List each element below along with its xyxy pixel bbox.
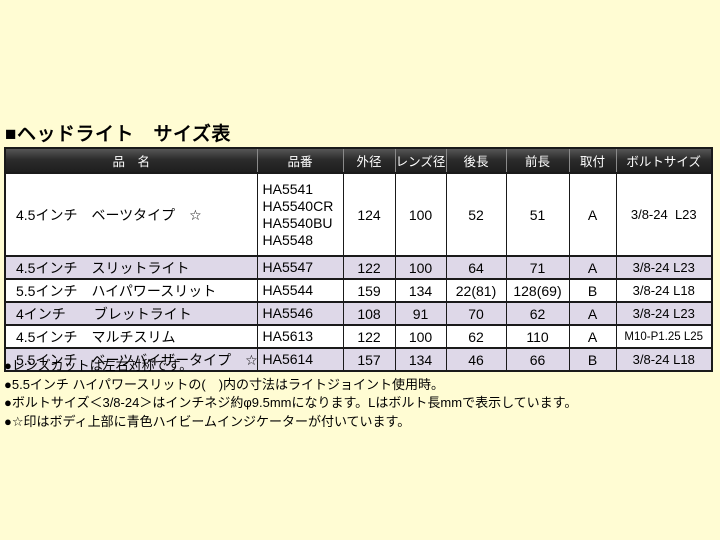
outer-diameter-cell: 159 [342, 278, 396, 303]
header-row: 品 名 品番 外径 レンズ径 後長 前長 取付 ボルトサイズ [4, 148, 712, 173]
bolt-size-cell: 3/8-24 L23 [615, 255, 713, 280]
front-length-cell: 128(69) [505, 278, 570, 303]
part-number-line: HA5541 [262, 180, 314, 197]
bolt-size-cell: 3/8-24 L23 [615, 172, 713, 257]
rear-length-cell: 22(81) [445, 278, 507, 303]
outer-diameter-cell: 124 [342, 172, 396, 257]
part-number-line: HA5540CR [262, 197, 334, 214]
front-length-cell: 71 [505, 255, 570, 280]
product-name-cell: 4.5インチ スリットライト [4, 255, 258, 280]
mount-type-cell: A [568, 301, 617, 326]
bolt-size-cell: 3/8-24 L18 [615, 278, 713, 303]
product-name-cell: 4.5インチ マルチスリム [4, 324, 258, 349]
outer-diameter-cell: 157 [342, 347, 396, 372]
col-header-rear-length: 後長 [445, 148, 506, 173]
rear-length-cell: 62 [445, 324, 507, 349]
footnote-line: ●5.5インチ ハイパワースリットの( )内の寸法はライトジョイント使用時。 [4, 376, 445, 392]
part-number-line: HA5548 [262, 231, 314, 248]
product-name-cell: 4インチ ブレットライト [4, 301, 258, 326]
footnotes: ●レンズカットは左右対称です。 ●5.5インチ ハイパワースリットの( )内の寸… [4, 357, 577, 431]
lens-diameter-cell: 134 [394, 278, 447, 303]
outer-diameter-cell: 122 [342, 324, 396, 349]
mount-type-cell: A [568, 255, 617, 280]
lens-diameter-cell: 100 [394, 172, 447, 257]
part-number-cell: HA5614 [256, 347, 344, 372]
footnote-line: ●☆印はボディ上部に青色ハイビームインジケーターが付いています。 [4, 413, 411, 429]
product-name-cell: 4.5インチ ベーツタイプ ☆ [4, 172, 258, 257]
col-header-front-length: 前長 [505, 148, 569, 173]
mount-type-cell: A [568, 324, 617, 349]
col-header-mount: 取付 [568, 148, 616, 173]
bolt-size-cell: M10-P1.25 L25 [615, 324, 713, 349]
table-row: 5.5インチ ベーツバイザータイプ ☆ HA5614 157 134 46 66… [4, 347, 713, 372]
col-header-bolt-size: ボルトサイズ [615, 148, 712, 173]
table-row: 4.5インチ マルチスリム HA5613 122 100 62 110 A M1… [4, 324, 713, 349]
bolt-size-cell: 3/8-24 L18 [615, 347, 713, 372]
footnote-line: ●レンズカットは左右対称です。 [4, 358, 193, 373]
part-number-line: HA5540BU [262, 214, 333, 231]
rear-length-cell: 70 [445, 301, 507, 326]
col-header-lens-diameter: レンズ径 [394, 148, 446, 173]
headlight-size-table: 品 名 品番 外径 レンズ径 後長 前長 取付 ボルトサイズ 4.5インチ ベー… [4, 147, 713, 372]
rear-length-cell: 52 [445, 172, 507, 257]
product-name-cell: 5.5インチ ハイパワースリット [4, 278, 258, 303]
bolt-size-cell: 3/8-24 L23 [615, 301, 713, 326]
part-number-cell: HA5613 [256, 324, 344, 349]
front-length-cell: 51 [505, 172, 570, 257]
col-header-outer-diameter: 外径 [342, 148, 395, 173]
rear-length-cell: 64 [445, 255, 507, 280]
mount-type-cell: B [568, 347, 617, 372]
outer-diameter-cell: 108 [342, 301, 396, 326]
lens-diameter-cell: 100 [394, 255, 447, 280]
table-row: 4インチ ブレットライト HA5546 108 91 70 62 A 3/8-2… [4, 301, 713, 326]
table-row: 5.5インチ ハイパワースリット HA5544 159 134 22(81) 1… [4, 278, 713, 303]
part-number-cell: HA5541 HA5540CR HA5540BU HA5548 [256, 172, 344, 257]
page-title: ■ヘッドライト サイズ表 [5, 124, 231, 145]
col-header-name: 品 名 [4, 148, 257, 173]
front-length-cell: 66 [505, 347, 570, 372]
outer-diameter-cell: 122 [342, 255, 396, 280]
col-header-part-number: 品番 [256, 148, 343, 173]
front-length-cell: 110 [505, 324, 570, 349]
mount-type-cell: A [568, 172, 617, 257]
front-length-cell: 62 [505, 301, 570, 326]
part-number-cell: HA5546 [256, 301, 344, 326]
mount-type-cell: B [568, 278, 617, 303]
lens-diameter-cell: 134 [394, 347, 447, 372]
product-name-cell: 5.5インチ ベーツバイザータイプ ☆ [4, 347, 258, 372]
part-number-cell: HA5544 [256, 278, 344, 303]
footnote-line: ●ボルトサイズ＜3/8-24＞はインチネジ約φ9.5mmになります。Lはボルト長… [4, 395, 578, 411]
table-row: 4.5インチ ベーツタイプ ☆ HA5541 HA5540CR HA5540BU… [4, 172, 713, 257]
table-row: 4.5インチ スリットライト HA5547 122 100 64 71 A 3/… [4, 255, 713, 280]
rear-length-cell: 46 [445, 347, 507, 372]
lens-diameter-cell: 91 [394, 301, 447, 326]
lens-diameter-cell: 100 [394, 324, 447, 349]
part-number-cell: HA5547 [256, 255, 344, 280]
